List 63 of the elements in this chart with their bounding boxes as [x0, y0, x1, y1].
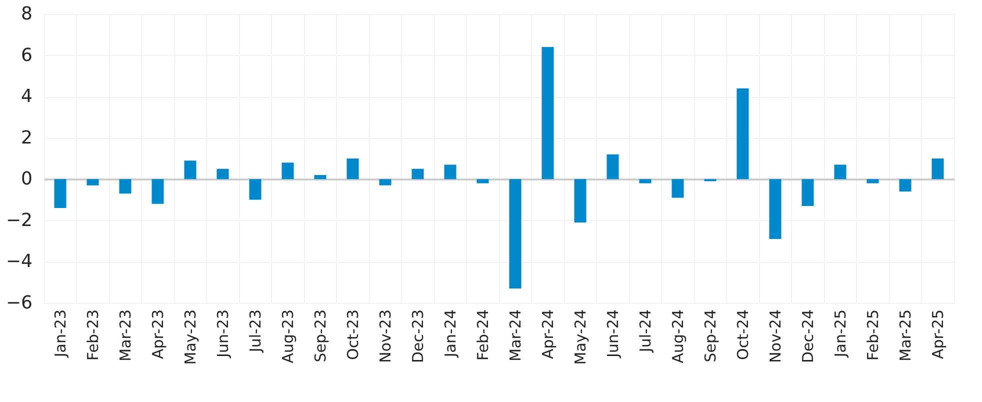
x-tick-label: May-23	[181, 310, 200, 365]
x-tick-label: Jan-23	[51, 310, 70, 358]
x-tick-label: Sep-23	[311, 310, 330, 362]
bar	[282, 162, 294, 180]
x-tick-label: Aug-24	[668, 310, 687, 364]
x-tick-label: Sep-24	[701, 310, 720, 362]
x-tick-label: Dec-24	[798, 310, 817, 364]
bar	[216, 168, 229, 180]
x-tick-label: Jun-24	[604, 310, 622, 358]
x-tick-label: Jan-25	[831, 310, 850, 358]
y-tick-label: 2	[21, 127, 32, 148]
x-tick-label: Nov-24	[766, 310, 784, 363]
bar	[119, 179, 132, 194]
x-tick-label: May-24	[571, 310, 590, 365]
x-tick-label: Mar-24	[506, 310, 524, 362]
y-tick-label: −2	[6, 210, 32, 231]
bar	[152, 179, 164, 204]
bar	[379, 179, 392, 186]
bar	[866, 179, 879, 184]
bar	[86, 179, 99, 186]
x-tick-label: Feb-24	[474, 310, 492, 361]
bar	[802, 179, 814, 206]
x-tick-label: Apr-23	[148, 310, 167, 359]
x-tick-label: Oct-23	[344, 310, 362, 360]
x-tick-label: Apr-25	[928, 310, 947, 359]
bar	[184, 160, 196, 180]
y-tick-label: 0	[21, 168, 32, 190]
x-tick-label: Oct-24	[734, 310, 752, 360]
bar	[736, 88, 749, 180]
x-tick-label: Mar-25	[896, 310, 914, 362]
x-tick-label: Aug-23	[278, 310, 297, 364]
x-tick-label: Nov-23	[376, 310, 394, 363]
x-tick-label: Jan-24	[441, 310, 460, 358]
x-tick-label: Jun-23	[214, 310, 232, 358]
x-tick-label: Dec-23	[408, 310, 427, 364]
x-tick-label: Apr-24	[538, 310, 557, 359]
bar	[932, 158, 944, 180]
x-tick-label: Mar-23	[116, 310, 134, 362]
y-tick-label: 4	[21, 86, 32, 108]
bar	[574, 179, 586, 222]
bar	[476, 179, 489, 184]
bar	[834, 164, 846, 180]
bar	[509, 179, 522, 289]
bar	[444, 164, 456, 180]
x-tick-label: Jul-23	[246, 310, 264, 354]
bar	[769, 179, 782, 240]
bar	[542, 47, 554, 180]
bar	[314, 175, 326, 180]
bar	[639, 179, 652, 184]
bar	[606, 154, 619, 180]
x-tick-label: Feb-25	[864, 310, 882, 361]
bar	[899, 179, 912, 192]
x-tick-label: Jul-24	[636, 310, 654, 354]
y-tick-label: −6	[6, 292, 32, 314]
bar	[54, 179, 66, 208]
y-tick-label: −4	[6, 251, 32, 272]
x-tick-label: Feb-23	[84, 310, 102, 361]
bar	[672, 179, 684, 198]
y-tick-label: 6	[21, 44, 32, 66]
bar	[346, 158, 359, 180]
y-tick-label: 8	[21, 4, 32, 24]
bar	[412, 168, 424, 180]
bar	[249, 179, 262, 200]
